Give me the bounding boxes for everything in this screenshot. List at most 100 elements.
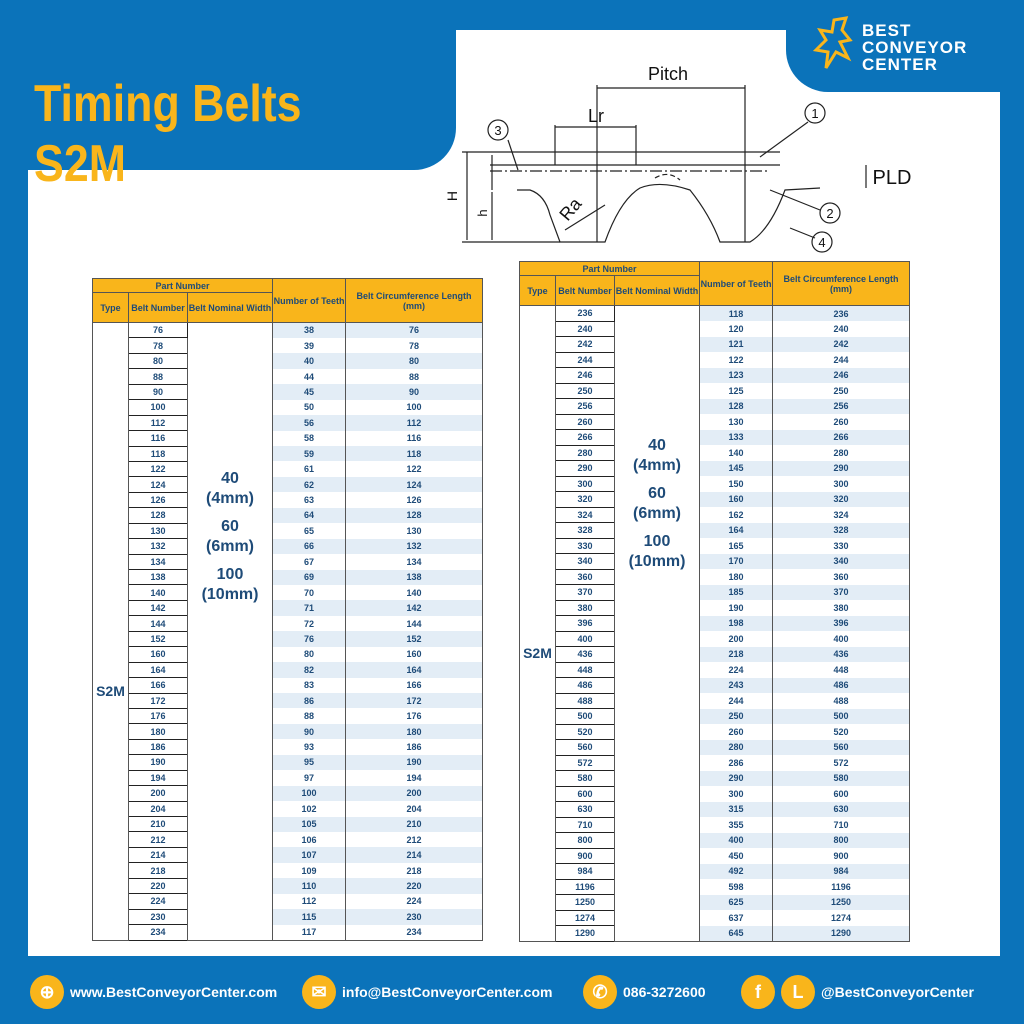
teeth-cell: 190 [699, 600, 774, 616]
length-cell: 290 [772, 460, 910, 476]
table-row: 280 140 280 [520, 444, 910, 461]
belt-number-cell: 88 [128, 368, 188, 385]
teeth-cell: 39 [272, 337, 347, 354]
belt-number-cell: 194 [128, 769, 188, 787]
website-link[interactable]: ⊕ www.BestConveyorCenter.com [30, 972, 277, 1012]
length-cell: 180 [345, 723, 483, 740]
belt-number-cell: 80 [128, 352, 188, 370]
teeth-cell: 65 [272, 523, 347, 539]
table-row: 560 280 560 [520, 739, 910, 756]
teeth-cell: 224 [699, 662, 774, 678]
belt-number-cell: 190 [128, 754, 188, 771]
teeth-cell: 180 [699, 569, 774, 585]
belt-number-cell: 800 [555, 832, 615, 849]
length-cell: 242 [772, 336, 910, 352]
table-row: 128 64 128 [93, 507, 483, 524]
teeth-cell: 100 [272, 785, 347, 802]
table-row: 122 61 122 [93, 460, 483, 478]
table-row: 140 70 140 [93, 584, 483, 601]
belt-number-cell: 280 [555, 444, 615, 461]
belt-number-cell: 186 [128, 738, 188, 756]
social-links[interactable]: f L @BestConveyorCenter [741, 972, 974, 1012]
length-cell: 900 [772, 848, 910, 864]
length-cell: 370 [772, 584, 910, 600]
length-cell: 710 [772, 817, 910, 833]
teeth-cell: 133 [699, 429, 774, 445]
length-cell: 250 [772, 383, 910, 399]
table-row: 300 150 300 [520, 475, 910, 492]
table-row: 200 100 200 [93, 785, 483, 802]
facebook-icon[interactable]: f [741, 975, 775, 1009]
table-row: 152 76 152 [93, 630, 483, 648]
label-pitch: Pitch [648, 64, 688, 84]
belt-number-cell: 260 [555, 413, 615, 430]
length-cell: 218 [345, 862, 483, 879]
teeth-cell: 106 [272, 831, 347, 848]
table-row: 520 260 520 [520, 723, 910, 740]
belt-number-cell: 256 [555, 398, 615, 415]
belt-number-cell: 520 [555, 723, 615, 740]
teeth-cell: 125 [699, 383, 774, 399]
length-cell: 166 [345, 677, 483, 693]
belt-number-cell: 164 [128, 661, 188, 679]
teeth-cell: 355 [699, 817, 774, 833]
length-cell: 230 [345, 909, 483, 925]
teeth-cell: 76 [272, 631, 347, 647]
length-cell: 1250 [772, 894, 910, 910]
table-row: 164 82 164 [93, 661, 483, 679]
belt-number-cell: 330 [555, 537, 615, 554]
belt-number-cell: 630 [555, 801, 615, 818]
belt-number-cell: 118 [128, 445, 188, 462]
table-row: 212 106 212 [93, 831, 483, 848]
teeth-cell: 66 [272, 538, 347, 555]
teeth-cell: 170 [699, 553, 774, 569]
belt-number-cell: 234 [128, 924, 188, 941]
belt-number-cell: 572 [555, 754, 615, 771]
header-belt-number: Belt Number [555, 275, 615, 306]
phone-link[interactable]: ✆ 086-3272600 [583, 972, 706, 1012]
belt-number-cell: 380 [555, 599, 615, 616]
table-row: 166 83 166 [93, 677, 483, 694]
title-block: Timing Belts S2M [0, 0, 456, 193]
length-cell: 204 [345, 801, 483, 817]
belt-number-cell: 112 [128, 414, 188, 432]
table-row: 88 44 88 [93, 368, 483, 385]
type-cell: S2M [519, 305, 556, 941]
belt-number-cell: 1290 [555, 925, 615, 942]
length-cell: 360 [772, 569, 910, 585]
teeth-cell: 95 [272, 754, 347, 771]
belt-number-cell: 132 [128, 538, 188, 555]
teeth-cell: 492 [699, 863, 774, 879]
email-link[interactable]: ✉ info@BestConveyorCenter.com [302, 972, 552, 1012]
belt-number-cell: 436 [555, 646, 615, 663]
length-cell: 500 [772, 708, 910, 724]
logo-line-2: CONVEYOR [862, 38, 968, 57]
teeth-cell: 115 [272, 909, 347, 925]
belt-number-cell: 76 [128, 321, 188, 339]
length-cell: 126 [345, 492, 483, 508]
length-cell: 1274 [772, 910, 910, 926]
teeth-cell: 110 [272, 878, 347, 894]
table-row: 210 105 210 [93, 815, 483, 833]
teeth-cell: 112 [272, 893, 347, 910]
label-4: 4 [818, 235, 825, 250]
length-cell: 560 [772, 739, 910, 755]
teeth-cell: 164 [699, 522, 774, 538]
length-cell: 90 [345, 384, 483, 400]
length-cell: 140 [345, 584, 483, 601]
teeth-cell: 260 [699, 724, 774, 740]
logo-line-3: CENTER [862, 55, 938, 74]
header-type: Type [519, 275, 556, 306]
length-cell: 112 [345, 415, 483, 431]
table-row: 324 162 324 [520, 506, 910, 523]
line-icon[interactable]: L [781, 975, 815, 1009]
logo-line-1: BEST [862, 21, 912, 40]
teeth-cell: 118 [699, 305, 774, 321]
table-row: 266 133 266 [520, 429, 910, 446]
length-cell: 324 [772, 507, 910, 523]
belt-number-cell: 212 [128, 831, 188, 848]
length-cell: 984 [772, 863, 910, 879]
table-row: 328 164 328 [520, 522, 910, 539]
width-option-100: 100 (10mm) [628, 533, 686, 571]
mail-icon: ✉ [302, 975, 336, 1009]
